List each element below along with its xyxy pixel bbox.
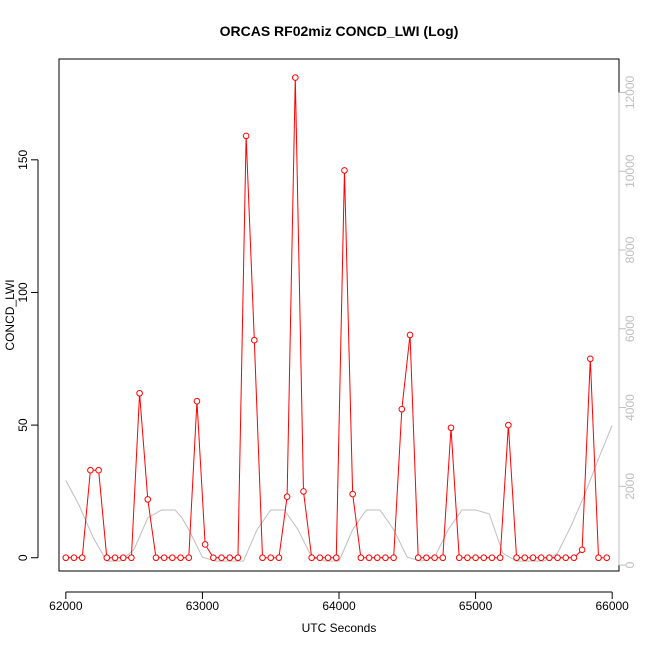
data-point <box>464 554 471 562</box>
data-point <box>78 554 86 562</box>
data-point <box>160 554 168 562</box>
y-axis: 0 50 100 150 <box>16 149 39 561</box>
data-point <box>488 554 496 562</box>
primary-series-line <box>65 77 607 559</box>
data-point <box>365 554 373 562</box>
data-point <box>382 554 389 562</box>
plot-frame <box>58 58 620 572</box>
y-tick-label: 150 <box>16 149 30 169</box>
data-point <box>595 554 602 562</box>
data-point <box>308 554 315 562</box>
data-point <box>119 554 127 562</box>
y2-tick-label: 6000 <box>623 315 637 342</box>
secondary-series-line <box>65 425 613 562</box>
y2-tick-label: 8000 <box>623 236 637 263</box>
data-point <box>70 554 78 562</box>
data-point <box>455 554 463 562</box>
y2-axis: 0 2000 4000 6000 8000 10000 12000 <box>618 75 637 568</box>
x-tick-label: 62000 <box>49 599 83 613</box>
data-point <box>103 554 111 562</box>
data-point <box>423 554 430 562</box>
data-point <box>332 554 340 562</box>
data-point <box>398 405 406 413</box>
data-point <box>169 554 176 562</box>
data-point <box>226 554 234 562</box>
data-point <box>587 355 594 363</box>
data-point <box>95 466 102 474</box>
x-axis: 62000 63000 64000 65000 66000 <box>49 591 629 613</box>
data-point <box>291 74 299 81</box>
data-point <box>283 493 291 501</box>
data-point <box>529 554 537 562</box>
data-point <box>152 554 160 562</box>
y2-tick-label: 0 <box>623 561 637 568</box>
data-point <box>496 554 504 562</box>
data-point <box>570 554 578 562</box>
data-point <box>210 554 217 562</box>
data-point <box>316 554 324 562</box>
data-point <box>472 554 479 562</box>
data-point <box>218 554 225 562</box>
x-tick-label: 66000 <box>595 599 629 613</box>
data-point <box>537 554 545 562</box>
data-point <box>390 554 397 562</box>
x-tick-label: 65000 <box>459 599 493 613</box>
data-point <box>447 424 455 432</box>
data-point <box>324 554 332 562</box>
data-point <box>562 554 570 562</box>
data-point <box>62 554 70 562</box>
y2-tick-label: 12000 <box>623 75 637 109</box>
data-point <box>349 490 356 498</box>
data-point <box>251 336 258 344</box>
y2-tick-label: 2000 <box>623 473 637 500</box>
secondary-series <box>65 425 613 562</box>
x-axis-label: UTC Seconds <box>302 621 377 635</box>
data-point <box>275 554 283 562</box>
data-point <box>414 554 422 562</box>
data-point <box>234 554 242 562</box>
data-point <box>431 554 438 562</box>
data-point <box>177 554 184 562</box>
y-tick-label: 100 <box>16 282 30 302</box>
data-point <box>111 554 119 562</box>
data-point <box>185 554 193 562</box>
data-point <box>546 554 553 562</box>
data-point <box>505 421 512 429</box>
data-point <box>578 546 586 554</box>
data-point <box>513 554 520 562</box>
data-point <box>480 554 488 562</box>
data-point <box>144 496 152 503</box>
x-tick-label: 64000 <box>322 599 356 613</box>
data-point <box>201 541 209 548</box>
data-point <box>136 389 143 397</box>
data-point <box>128 554 135 562</box>
data-point <box>267 554 275 562</box>
data-point <box>259 554 266 562</box>
data-point <box>242 132 250 140</box>
y2-tick-label: 4000 <box>623 394 637 421</box>
data-point <box>554 554 561 562</box>
data-point <box>300 488 307 495</box>
primary-series <box>62 74 611 562</box>
data-point <box>603 554 611 562</box>
data-point <box>193 397 201 405</box>
data-point <box>439 554 447 562</box>
data-point <box>521 554 529 562</box>
x-tick-label: 63000 <box>186 599 220 613</box>
chart-title: ORCAS RF02miz CONCD_LWI (Log) <box>220 23 459 39</box>
data-point <box>373 554 381 562</box>
y-tick-label: 50 <box>16 418 30 432</box>
y-axis-label: CONCD_LWI <box>3 279 17 350</box>
y-tick-label: 0 <box>16 554 30 561</box>
data-point <box>357 554 365 562</box>
y2-tick-label: 10000 <box>623 154 637 188</box>
data-point <box>87 466 94 474</box>
data-point <box>341 167 348 174</box>
data-point <box>406 331 414 339</box>
